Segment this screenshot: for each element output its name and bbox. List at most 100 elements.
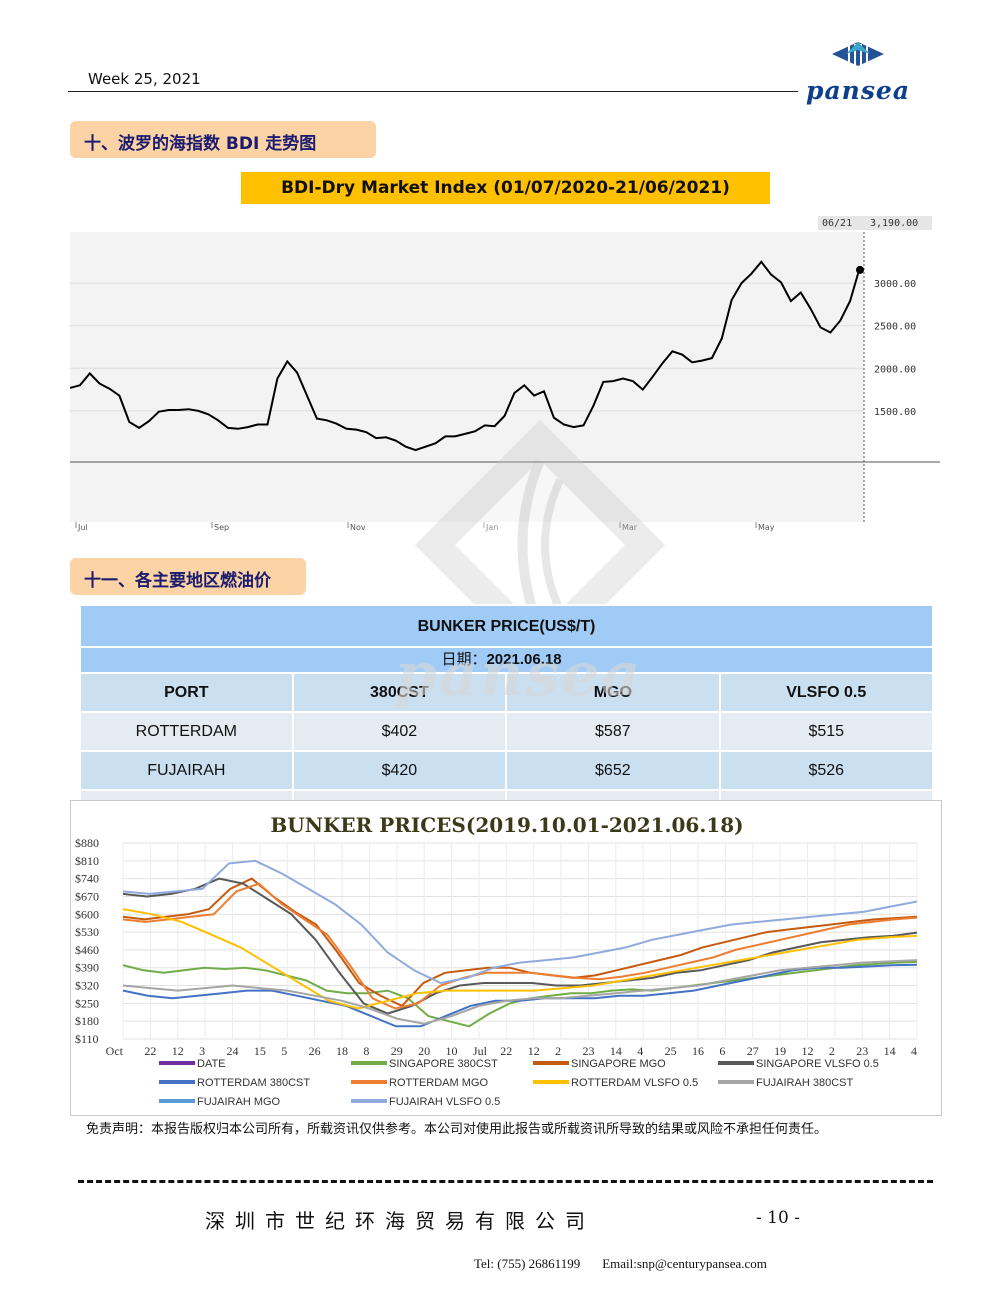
x-tick-label: Mar — [622, 523, 638, 532]
contact-email: Email:snp@centurypansea.com — [602, 1256, 767, 1271]
bunker-line-chart: $110 $180 $250 $320 $390 $460 $530 $600 $670 $740… — [75, 836, 918, 1108]
legend-label: SINGAPORE MGO — [571, 1058, 666, 1070]
table-row: FUJAIRAH $420 $652 $526 — [79, 750, 935, 791]
price-cell: $526 — [718, 750, 935, 791]
bunker-chart-frame: BUNKER PRICES(2019.10.01-2021.06.18) $11… — [70, 800, 942, 1116]
legend-label: SINGAPORE VLSFO 0.5 — [756, 1058, 879, 1070]
x-tick-label: Jul — [473, 1044, 488, 1058]
x-tick-label: 4 — [911, 1044, 917, 1058]
y-tick-label: $460 — [75, 943, 99, 957]
date-value: 2021.06.18 — [486, 651, 562, 668]
x-tick-label: 22 — [500, 1044, 512, 1058]
x-tick-label: 6 — [719, 1044, 725, 1058]
y-tick-label: $670 — [75, 889, 99, 903]
date-label: 日期： — [441, 651, 487, 668]
x-tick-label: 22 — [144, 1044, 156, 1058]
x-tick-label: 12 — [801, 1044, 813, 1058]
y-tick-label: $600 — [75, 907, 99, 921]
section-heading-bdi: 十、波罗的海指数 BDI 走势图 — [70, 121, 376, 158]
bdi-series-line — [70, 260, 861, 452]
x-tick-label: Jan — [485, 523, 498, 532]
x-tick-label: 26 — [309, 1044, 321, 1058]
last-value-box — [818, 216, 932, 230]
table-header-row: PORT 380CST MGO VLSFO 0.5 — [79, 672, 935, 713]
section-heading-bunker: 十一、各主要地区燃油价 — [70, 558, 306, 595]
x-tick-label: Oct — [106, 1044, 124, 1058]
series-line — [122, 963, 918, 1028]
price-cell: $420 — [291, 750, 508, 791]
x-tick-label: 5 — [281, 1044, 287, 1058]
price-cell: $652 — [505, 750, 721, 791]
y-tick-label: 3000.00 — [874, 279, 916, 290]
x-tick-label: 3 — [199, 1044, 205, 1058]
x-tick-label: 27 — [747, 1044, 759, 1058]
pansea-watermark-text: pansea — [395, 640, 643, 710]
x-tick-label: 18 — [336, 1044, 348, 1058]
bunker-chart-title: BUNKER PRICES(2019.10.01-2021.06.18) — [270, 813, 744, 837]
footer-divider — [78, 1180, 933, 1183]
x-tick-label: 14 — [884, 1044, 896, 1058]
disclaimer: 免责声明：本报告版权归本公司所有，所载资讯仅供参考。本公司对使用此报告或所载资讯… — [86, 1122, 828, 1137]
x-tick-label: 12 — [172, 1044, 184, 1058]
contact-info: Tel: (755) 26861199 Email:snp@centurypans… — [474, 1256, 789, 1272]
bunker-table-date: 日期：2021.06.18 — [79, 646, 934, 674]
series-line — [122, 882, 918, 1010]
series-line — [122, 959, 918, 1025]
column-header: PORT — [79, 672, 294, 713]
page-number: - 10 - — [756, 1208, 800, 1228]
series-line — [122, 859, 918, 985]
legend-label: FUJAIRAH VLSFO 0.5 — [389, 1096, 500, 1108]
x-tick-label: 2 — [555, 1044, 561, 1058]
y-tick-label: 2500.00 — [874, 322, 916, 333]
logo-wordmark: pansea — [806, 76, 911, 105]
legend-label: ROTTERDAM MGO — [389, 1077, 488, 1089]
y-tick-label: $320 — [75, 979, 99, 993]
last-value-date: 06/21 — [822, 218, 852, 229]
table-row: ROTTERDAM $402 $587 $515 — [79, 711, 935, 752]
y-tick-label: $110 — [75, 1032, 99, 1046]
x-tick-label: Sep — [214, 523, 229, 532]
x-tick-label: 16 — [692, 1044, 704, 1058]
last-value-label: 3,190.00 — [870, 218, 918, 229]
legend-label: SINGAPORE 380CST — [389, 1058, 498, 1070]
column-header: 380CST — [291, 672, 508, 713]
x-tick-label: 4 — [637, 1044, 643, 1058]
port-cell: FUJAIRAH — [79, 750, 294, 791]
legend-label: ROTTERDAM VLSFO 0.5 — [571, 1077, 698, 1089]
y-tick-label: $740 — [75, 872, 99, 886]
x-tick-label: 29 — [391, 1044, 403, 1058]
series-line — [122, 877, 918, 1015]
y-tick-label: $810 — [75, 854, 99, 868]
contact-tel: Tel: (755) 26861199 — [474, 1256, 581, 1271]
x-tick-label: Nov — [350, 523, 366, 532]
x-tick-label: 10 — [446, 1044, 458, 1058]
series-line — [122, 960, 918, 1028]
company-name: 深圳市世纪环海贸易有限公司 — [205, 1209, 595, 1233]
x-tick-label: 23 — [582, 1044, 594, 1058]
y-tick-label: 1500.00 — [874, 407, 916, 418]
x-tick-label: 12 — [528, 1044, 540, 1058]
y-tick-label: $530 — [75, 925, 99, 939]
x-tick-label: 2 — [829, 1044, 835, 1058]
report-week: Week 25, 2021 — [88, 70, 201, 88]
price-cell: $587 — [505, 711, 721, 752]
x-tick-label: 25 — [665, 1044, 677, 1058]
x-tick-label: 23 — [856, 1044, 868, 1058]
x-tick-label: 19 — [774, 1044, 786, 1058]
series-line — [122, 908, 918, 1010]
last-value-dot — [856, 265, 864, 274]
x-tick-label: 14 — [610, 1044, 622, 1058]
y-tick-label: $180 — [75, 1014, 99, 1028]
legend-label: ROTTERDAM 380CST — [197, 1077, 310, 1089]
price-cell: $402 — [291, 711, 508, 752]
x-tick-label: 8 — [363, 1044, 369, 1058]
x-tick-label: Jul — [77, 523, 88, 532]
bunker-price-table: BUNKER PRICE(US$/T) 日期：2021.06.18 PORT 3… — [79, 604, 935, 830]
price-cell: $515 — [718, 711, 935, 752]
y-tick-label: $880 — [75, 836, 99, 850]
bunker-table-title: BUNKER PRICE(US$/T) — [79, 604, 934, 648]
bdi-line-chart: 1500.00 2000.00 2500.00 3000.00 Jul Sep Nov Jan… — [70, 216, 940, 532]
legend-label: DATE — [197, 1058, 226, 1070]
header-rule — [68, 91, 798, 92]
y-tick-label: 2000.00 — [874, 364, 916, 375]
